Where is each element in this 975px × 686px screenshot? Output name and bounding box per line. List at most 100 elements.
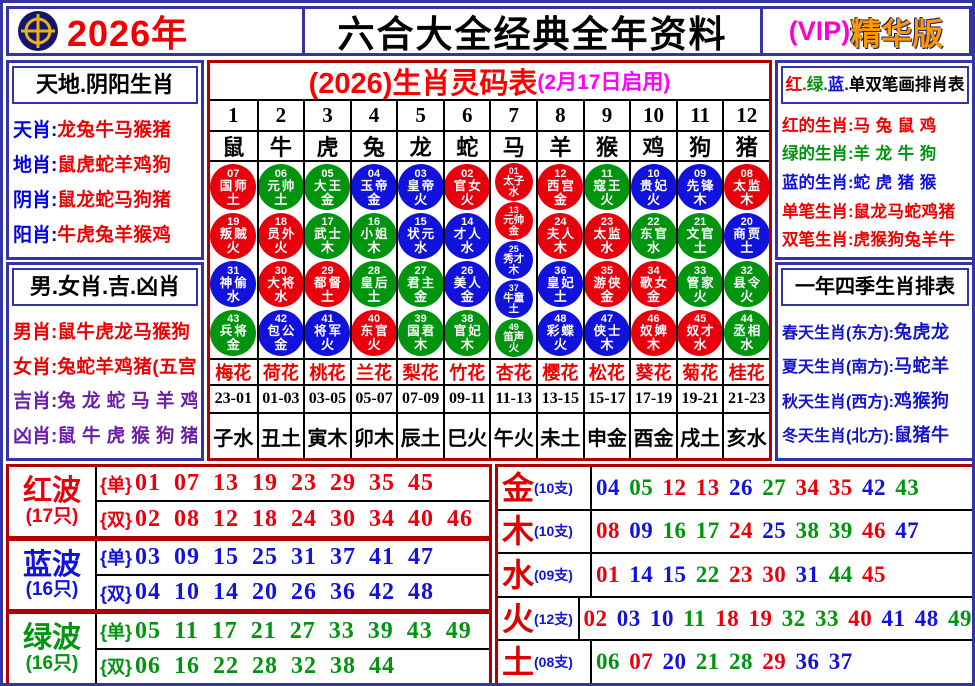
element-name: 土 [502,644,535,681]
row-value: 兔蛇羊鸡猪(五宫) [57,355,197,377]
wave-numbers: 05 11 17 21 27 33 39 43 49 [135,617,472,644]
row-value: 鼠牛虎龙马猴狗 [57,320,191,342]
ball-element: 木 [647,336,661,352]
element-number: 31 [786,561,820,587]
panel-sky-earth-zodiac: 天地.阴阳生肖 天肖:龙兔牛马猴猪 地肖:鼠虎蛇羊鸡狗 阴肖:鼠龙蛇马狗猪 阳肖:牛虎… [6,60,204,260]
ball-title: 管家 [686,275,716,290]
element-number: 21 [686,649,720,675]
number-ball-33: 33 管家火 [677,261,723,308]
earthly-branch-cell: 午火 [489,414,536,458]
zodiac-cell: 狗 [675,132,723,160]
panel-row: 冬天生肖(北方):鼠猪牛 [782,421,968,447]
odd-even-tag: {单} [100,622,133,643]
year-label: 2026年 [67,13,189,54]
ball-title: 官妃 [453,324,483,339]
number-ball-24: 24 夫人木 [538,212,583,259]
zodiac-cell: 鸡 [629,132,676,160]
flower-cell: 樱花 [536,360,583,384]
zodiac-cell: 马 [489,132,536,160]
row-value: 兔 龙 蛇 马 羊 鸡 [57,390,197,412]
ball-title: 状元 [407,227,437,242]
ball-element: 火 [274,240,288,256]
row-label: 阴肖: [13,190,58,211]
ball-number: 10 [647,167,660,180]
element-number: 23 [719,561,753,587]
ball-title: 皇帝 [407,179,437,193]
element-number: 43 [886,474,920,500]
ball-number: 11 [601,167,613,180]
column-number-cell: 9 [582,101,630,130]
number-ball-01: 01 太子水 [494,163,533,201]
wave-numbers: 01 07 13 19 23 29 35 45 [135,470,435,497]
ball-number: 46 [647,312,660,325]
number-ball-25: 25 秀才木 [494,241,533,279]
ball-column: 02 官女火 14 才人水 26 美人金 38 官妃木 [442,162,490,358]
panel-rows: 天肖:龙兔牛马猴猪 地肖:鼠虎蛇羊鸡狗 阴肖:鼠龙蛇马狗猪 阳肖:牛虎兔羊猴鸡 [9,107,201,255]
ball-element: 木 [740,191,754,207]
table-row: 23-01 01-03 03-05 05-07 07-09 09-11 11-13 13-15… [210,384,769,412]
number-ball-43: 43 兵将金 [210,309,257,356]
element-name: 火 [502,600,535,637]
number-ball-12: 12 西宫金 [538,164,583,211]
ball-title: 彩蝶 [546,324,576,339]
ball-element: 木 [460,336,474,352]
element-name: 水 [502,556,535,593]
ball-element: 木 [367,240,381,256]
number-ball-44: 44 丞相水 [724,309,769,356]
panel-row: 秋天生肖(西方):鸡猴狗 [782,387,968,413]
element-label: 水 (09支) [498,554,592,596]
zodiac-cell: 羊 [536,132,583,160]
wave-count: (16只) [25,579,79,601]
earthly-branch-cell: 戌土 [675,414,723,458]
ball-element: 火 [414,191,428,207]
ball-element: 金 [414,288,428,304]
wave-label: 绿波 (16只) [9,614,97,683]
ball-number: 48 [554,312,567,325]
ball-number: 42 [274,312,287,325]
ball-title: 县令 [733,275,763,290]
code-table-title: (2026)生肖灵码表 (2月17日启用) [210,63,769,101]
wave-label: 红波 (17只) [9,467,97,536]
panel-row: 蓝的生肖:蛇 虎 猪 猴 [782,169,968,193]
ball-element: 土 [226,191,240,207]
ball-element: 金 [367,191,381,207]
element-number: 16 [653,518,687,544]
row-label: 阳肖: [13,225,58,246]
ball-title: 寇王 [593,179,623,193]
number-ball-09: 09 先锋木 [677,164,723,211]
number-ball-31: 31 神偷水 [210,261,257,308]
ball-title: 武士 [313,227,343,242]
ball-number: 33 [694,264,707,277]
element-number: 02 [583,605,608,631]
panel-row: 绿的生肖:羊 龙 牛 狗 [782,140,968,164]
element-number: 09 [620,518,654,544]
panel-row: 夏天生肖(南方):马蛇羊 [782,352,968,378]
ball-element: 金 [647,288,661,304]
element-number: 10 [640,605,675,631]
ball-title: 秀才 [503,253,525,265]
flower-cell: 梅花 [215,363,252,383]
flower-cell: 桂花 [722,360,769,384]
element-count: (09支) [534,566,573,583]
number-ball-46: 46 奴婢木 [631,309,676,356]
ball-element: 水 [226,288,240,304]
row-label: 地肖: [13,155,58,176]
ball-title: 都督 [313,275,343,290]
element-number: 38 [786,518,820,544]
wave-count: (16只) [25,652,79,674]
number-ball-18: 18 员外火 [258,212,304,259]
element-name: 金 [502,469,535,506]
wave-number-row: {双} 02 08 12 18 24 30 34 40 46 [97,500,489,535]
vip-badge: (VIP) 精华版 [763,6,972,56]
ball-element: 木 [693,191,707,207]
row-value: 牛虎兔羊猴鸡 [57,224,172,245]
panel-row: 单笔生肖:鼠龙马蛇鸡猪 [782,198,968,222]
panel-title: 一年四季生肖排表 [781,268,969,306]
ball-title: 东官 [360,324,390,339]
number-ball-21: 21 文官土 [677,212,723,259]
row-value: 鼠猪牛 [894,425,950,446]
ball-number: 03 [414,167,427,180]
flower-cell: 葵花 [629,360,676,384]
ball-number: 26 [461,264,474,277]
brand-logo-icon [18,11,58,51]
